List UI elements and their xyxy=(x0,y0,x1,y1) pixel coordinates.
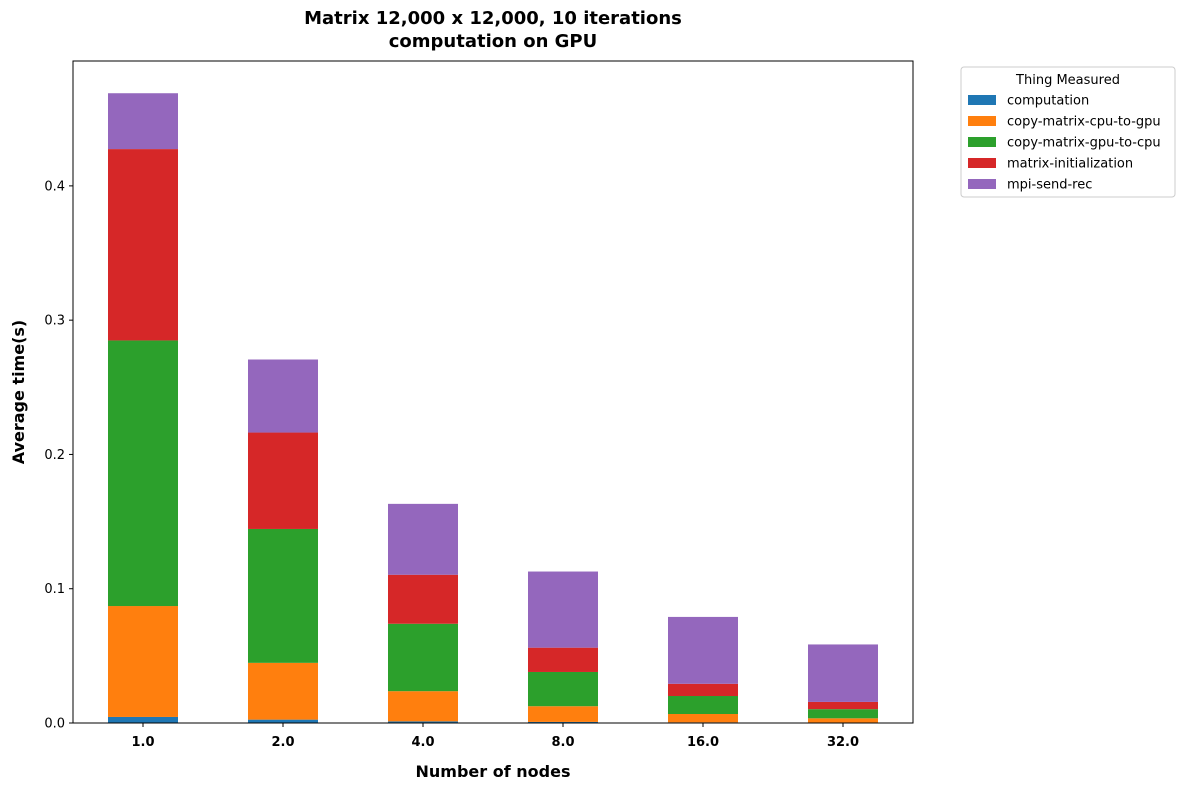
bar-segment-matrix-initialization-1.0 xyxy=(108,149,178,341)
x-tick-label: 2.0 xyxy=(271,735,294,750)
x-tick-label: 32.0 xyxy=(827,735,859,750)
bar-segment-mpi-send-rec-4.0 xyxy=(388,503,458,575)
x-tick-label: 8.0 xyxy=(551,735,574,750)
y-tick-label: 0.2 xyxy=(44,448,65,463)
bar-segment-copy-matrix-cpu-to-gpu-32.0 xyxy=(808,718,878,723)
y-tick-label: 0.0 xyxy=(44,717,65,732)
bar-segment-copy-matrix-gpu-to-cpu-1.0 xyxy=(108,340,178,607)
legend-label-computation: computation xyxy=(1007,94,1089,109)
bar-segment-matrix-initialization-8.0 xyxy=(528,647,598,672)
bar-segment-copy-matrix-cpu-to-gpu-8.0 xyxy=(528,706,598,722)
bar-segment-computation-2.0 xyxy=(248,719,318,723)
legend-swatch-computation xyxy=(968,95,996,105)
legend-label-copy-matrix-gpu-to-cpu: copy-matrix-gpu-to-cpu xyxy=(1007,136,1161,151)
legend-swatch-copy-matrix-cpu-to-gpu xyxy=(968,116,996,126)
legend: Thing Measured computation copy-matrix-cp… xyxy=(960,66,1176,198)
y-tick-label: 0.1 xyxy=(44,582,65,597)
bar-segment-copy-matrix-cpu-to-gpu-1.0 xyxy=(108,606,178,717)
legend-frame xyxy=(960,66,1176,198)
legend-swatch-copy-matrix-gpu-to-cpu xyxy=(968,137,996,147)
bars-group xyxy=(108,93,878,723)
chart-title-line-2: computation on GPU xyxy=(389,31,598,52)
bar-segment-matrix-initialization-32.0 xyxy=(808,701,878,710)
bar-segment-computation-1.0 xyxy=(108,716,178,723)
x-axis-label: Number of nodes xyxy=(416,762,571,781)
bar-segment-mpi-send-rec-1.0 xyxy=(108,93,178,150)
legend-swatch-matrix-initialization xyxy=(968,158,996,168)
y-axis-label: Average time(s) xyxy=(9,320,28,464)
bar-segment-matrix-initialization-16.0 xyxy=(668,683,738,697)
y-axis-ticks: 0.0 0.1 0.2 0.3 0.4 xyxy=(44,179,73,732)
legend-swatch-mpi-send-rec xyxy=(968,179,996,189)
x-axis-ticks: 1.0 2.0 4.0 8.0 16.0 32.0 xyxy=(131,723,859,750)
legend-label-mpi-send-rec: mpi-send-rec xyxy=(1007,178,1092,193)
bar-segment-mpi-send-rec-16.0 xyxy=(668,616,738,684)
bar-segment-computation-8.0 xyxy=(528,721,598,723)
bar-segment-mpi-send-rec-8.0 xyxy=(528,571,598,648)
bar-segment-matrix-initialization-2.0 xyxy=(248,432,318,529)
x-tick-label: 16.0 xyxy=(687,735,719,750)
bar-segment-copy-matrix-gpu-to-cpu-8.0 xyxy=(528,671,598,707)
bar-segment-copy-matrix-gpu-to-cpu-16.0 xyxy=(668,696,738,714)
bar-segment-computation-4.0 xyxy=(388,721,458,723)
x-tick-label: 4.0 xyxy=(411,735,434,750)
chart-title-line-1: Matrix 12,000 x 12,000, 10 iterations xyxy=(304,8,682,29)
legend-label-copy-matrix-cpu-to-gpu: copy-matrix-cpu-to-gpu xyxy=(1007,115,1161,130)
x-tick-label: 1.0 xyxy=(131,735,154,750)
bar-segment-copy-matrix-gpu-to-cpu-4.0 xyxy=(388,623,458,692)
y-tick-label: 0.4 xyxy=(44,179,65,194)
y-tick-label: 0.3 xyxy=(44,314,65,329)
bar-segment-copy-matrix-gpu-to-cpu-2.0 xyxy=(248,528,318,663)
bar-segment-copy-matrix-cpu-to-gpu-16.0 xyxy=(668,714,738,723)
bar-segment-mpi-send-rec-2.0 xyxy=(248,359,318,433)
bar-segment-mpi-send-rec-32.0 xyxy=(808,644,878,702)
bar-segment-copy-matrix-cpu-to-gpu-2.0 xyxy=(248,662,318,720)
bar-segment-copy-matrix-gpu-to-cpu-32.0 xyxy=(808,709,878,719)
plot-frame xyxy=(72,60,914,724)
legend-title: Thing Measured xyxy=(1015,73,1120,88)
legend-items: computation copy-matrix-cpu-to-gpu copy-ma… xyxy=(968,94,1161,193)
legend-label-matrix-initialization: matrix-initialization xyxy=(1007,157,1133,172)
bar-segment-copy-matrix-cpu-to-gpu-4.0 xyxy=(388,691,458,722)
bar-segment-matrix-initialization-4.0 xyxy=(388,574,458,624)
